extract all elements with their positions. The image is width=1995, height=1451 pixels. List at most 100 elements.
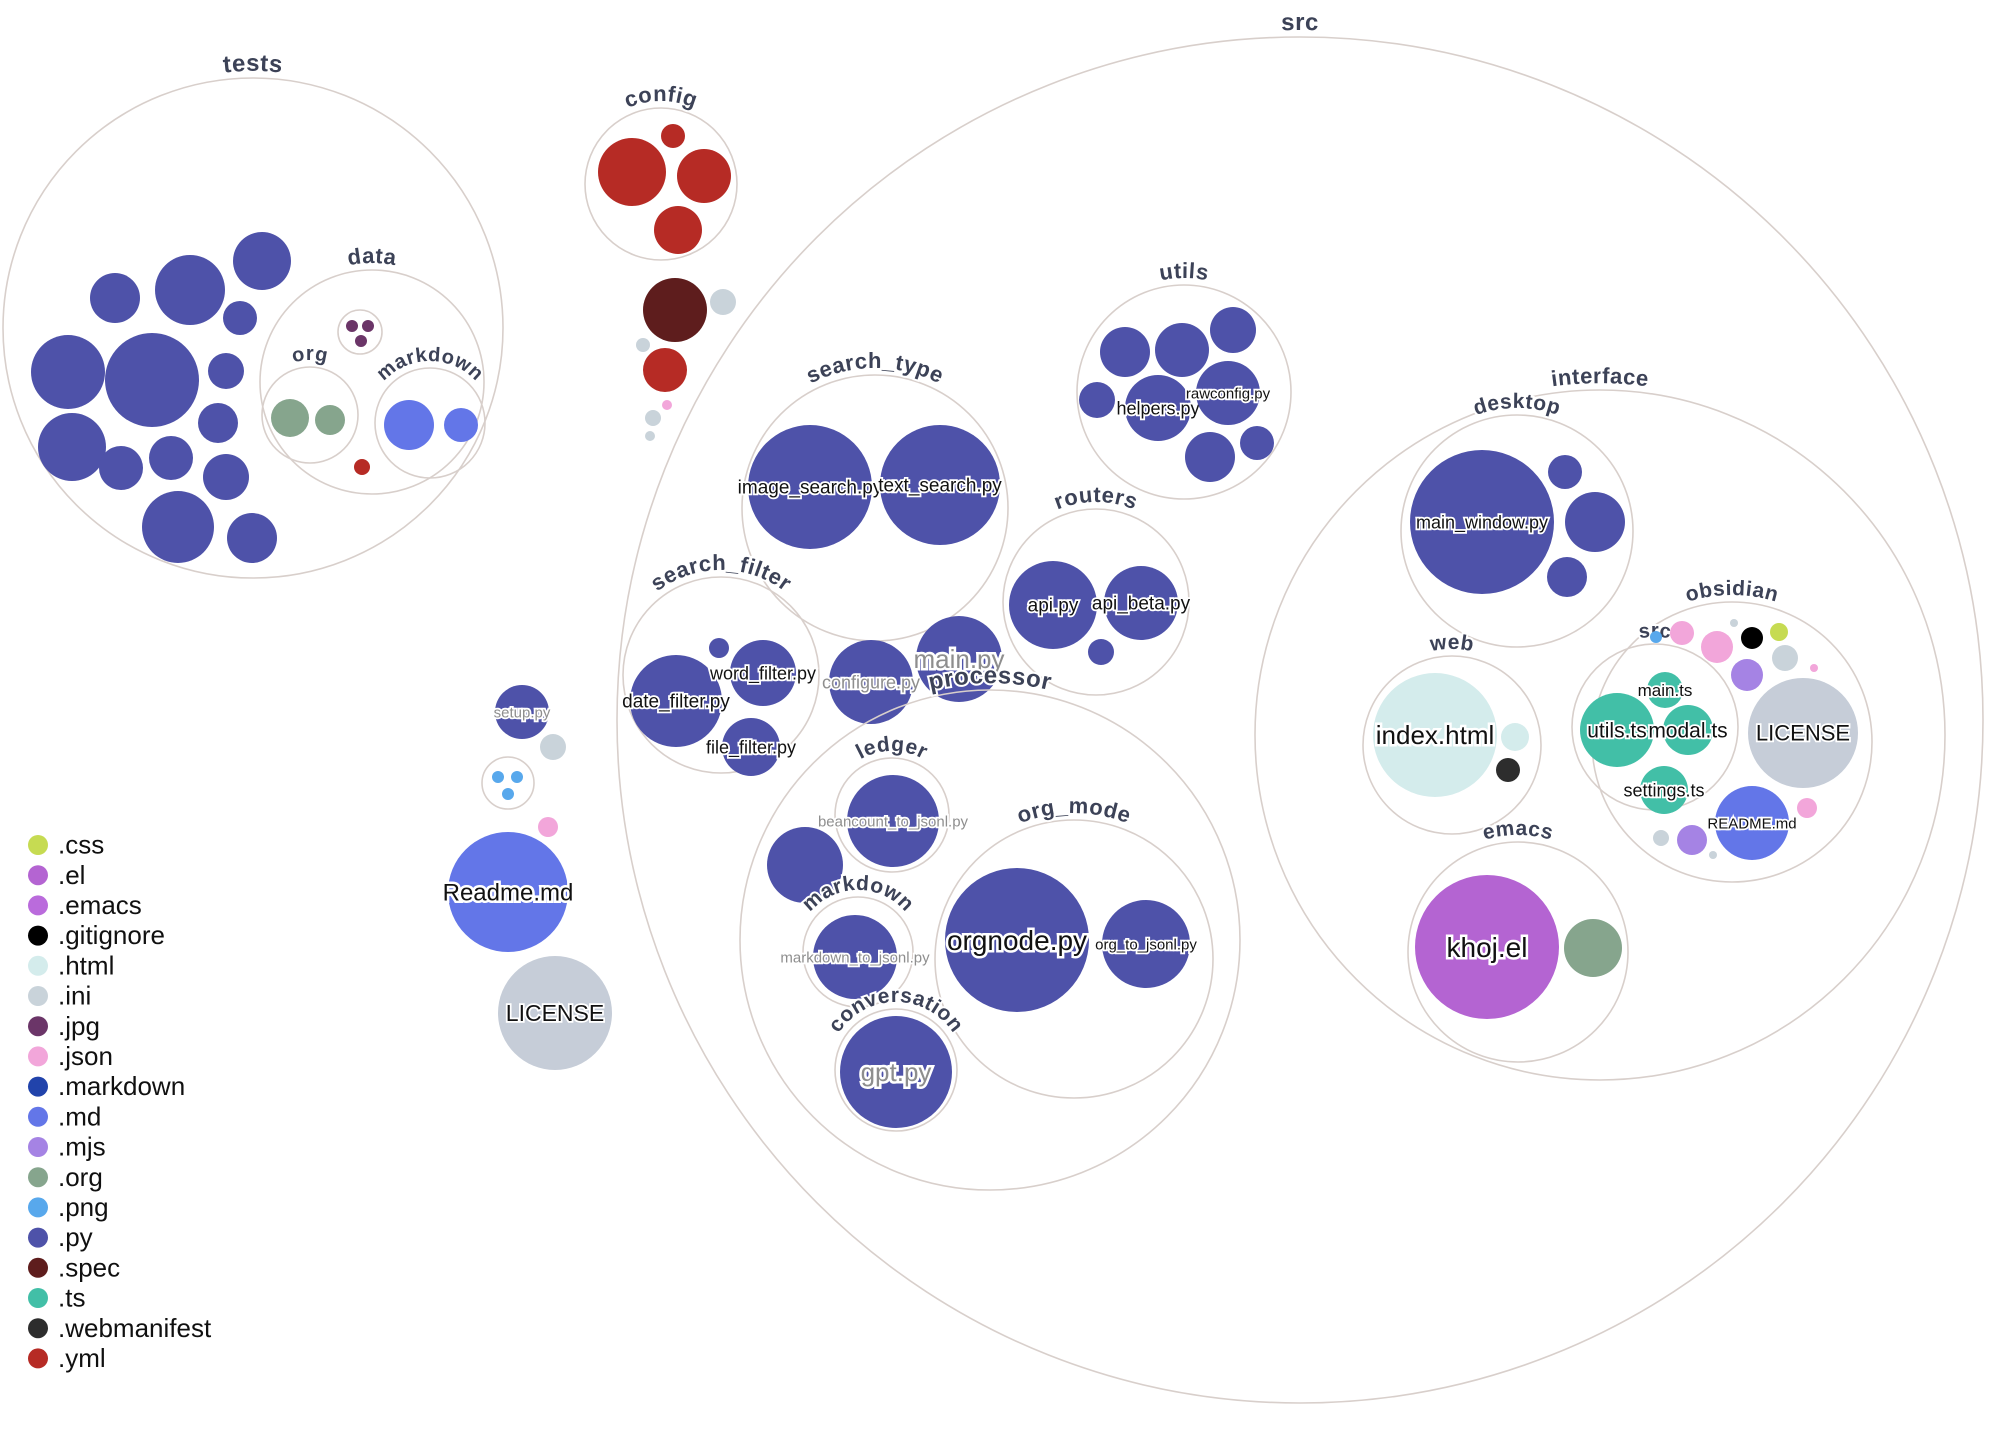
- file-circle-org_to_jsonl.py: [1102, 900, 1190, 988]
- legend-label-markdown: .markdown: [58, 1071, 185, 1101]
- legend-label-py: .py: [58, 1222, 93, 1252]
- legend-swatch-mjs: [28, 1137, 48, 1157]
- file-circle-py: [149, 436, 193, 480]
- file-label-date_filter.py: date_filter.py: [622, 692, 730, 713]
- dir-circle-processor: [739, 689, 1241, 1191]
- dir-circle-interface: [1254, 389, 1946, 1081]
- file-circle-mjs: [1731, 659, 1763, 691]
- file-label-api_beta.py: api_beta.py: [1092, 594, 1191, 615]
- file-label-markdown_to_jsonl.py: markdown_to_jsonl.py: [780, 949, 930, 966]
- file-circle-py: [90, 273, 140, 323]
- file-label-main.py: main.py: [913, 644, 1004, 674]
- file-circle-date_filter.py: [630, 655, 722, 747]
- file-label-settings.ts: settings.ts: [1623, 780, 1704, 800]
- file-label-file_filter.py: file_filter.py: [706, 737, 796, 758]
- legend-swatch-ts: [28, 1288, 48, 1308]
- file-circle-webmanifest: [1496, 758, 1520, 782]
- dir-label-processor: processor: [926, 662, 1054, 696]
- dir-label-src: src: [1281, 9, 1319, 36]
- file-label-setup.py: setup.py: [494, 704, 551, 721]
- file-circle-yml: [354, 459, 370, 475]
- file-label-word_filter.py: word_filter.py: [709, 663, 816, 684]
- file-circle-png: [502, 788, 514, 800]
- file-circle-configure.py: [829, 640, 913, 724]
- dir-label-search_type: search_type: [802, 348, 948, 388]
- file-circle-py: [142, 491, 214, 563]
- legend-swatch-jpg: [28, 1016, 48, 1037]
- legend-label-webmanifest: .webmanifest: [58, 1313, 212, 1343]
- dir-circle-conversation: [834, 1008, 958, 1132]
- file-circle-py: [99, 446, 143, 490]
- dir-circle-markdown: [374, 367, 486, 479]
- legend-label-el: .el: [58, 860, 85, 890]
- file-label-configure.py: configure.py: [822, 672, 920, 692]
- dir-label-org: org: [290, 343, 330, 367]
- file-circle-settings.ts: [1640, 766, 1688, 814]
- file-circle-py: [1155, 323, 1209, 377]
- file-circle-ini: [645, 431, 655, 441]
- legend-swatch-webmanifest: [28, 1318, 48, 1339]
- file-label-modal.ts: modal.ts: [1648, 719, 1727, 742]
- file-circle-py: [223, 301, 257, 335]
- dir-circle-search_filter: [622, 576, 820, 774]
- legend-swatch-css: [28, 835, 48, 855]
- legend-swatch-gitignore: [28, 925, 48, 946]
- file-circle-md: [444, 408, 478, 442]
- legend-label-html: .html: [58, 950, 114, 980]
- legend-swatch-png: [28, 1197, 48, 1218]
- file-circle-org: [1564, 919, 1622, 977]
- legend-label-jpg: .jpg: [58, 1011, 100, 1041]
- file-circle-yml: [643, 348, 687, 392]
- legend: .css.el.emacs.gitignore.html.ini.jpg.jso…: [28, 830, 212, 1373]
- file-circle-py: [1185, 432, 1235, 482]
- file-circle-json: [1797, 798, 1817, 818]
- legend-label-json: .json: [58, 1041, 113, 1071]
- dir-label-search_filter: search_filter: [646, 550, 797, 596]
- file-circle-jpg: [362, 320, 374, 332]
- dir-circle-routers: [1002, 508, 1190, 696]
- file-circle-ini: [636, 338, 650, 352]
- file-circle-css: [1770, 623, 1788, 641]
- dir-circle-assets: [481, 756, 535, 810]
- dir-circle-tests: [2, 77, 504, 579]
- file-label-api.py: api.py: [1028, 596, 1079, 617]
- legend-swatch-json: [28, 1046, 48, 1067]
- file-label-image_search.py: image_search.py: [738, 478, 883, 499]
- file-circle-main.py: [916, 616, 1002, 702]
- file-circle-rawconfig.py: [1196, 361, 1260, 425]
- file-circle-py: [1100, 327, 1150, 377]
- legend-label-mjs: .mjs: [58, 1132, 106, 1162]
- file-circle-yml: [661, 124, 685, 148]
- file-circle-word_filter.py: [730, 640, 796, 706]
- file-circle-md: [384, 400, 434, 450]
- dir-circle-org: [261, 366, 359, 464]
- dir-label-emacs: emacs: [1480, 817, 1556, 845]
- dir-label-web: web: [1428, 631, 1476, 656]
- file-circle-py: [709, 638, 729, 658]
- file-label-LICENSE: LICENSE: [1756, 721, 1850, 746]
- file-circle-html: [1501, 723, 1529, 751]
- dir-circle-web: [1362, 655, 1542, 835]
- dir-label-utils: utils: [1157, 258, 1210, 285]
- file-label-utils.ts: utils.ts: [1587, 719, 1647, 742]
- dir-label-ledger: ledger: [852, 733, 931, 764]
- file-circle-py: [233, 232, 291, 290]
- file-label-Readme.md: Readme.md: [443, 879, 574, 906]
- file-circle-setup.py: [495, 685, 549, 739]
- file-circle-py: [1088, 639, 1114, 665]
- file-label-beancount_to_jsonl.py: beancount_to_jsonl.py: [818, 813, 969, 830]
- file-circle-file_filter.py: [722, 718, 780, 776]
- legend-swatch-org: [28, 1167, 48, 1188]
- file-circle-py: [1548, 455, 1582, 489]
- file-circle-yml: [654, 206, 702, 254]
- file-circle-ini: [645, 410, 661, 426]
- dir-circle-emacs: [1407, 841, 1629, 1063]
- legend-label-ini: .ini: [58, 981, 91, 1011]
- file-circle-py: [208, 353, 244, 389]
- file-circle-modal.ts: [1663, 705, 1713, 755]
- dir-circle-desktop: [1400, 414, 1634, 648]
- file-circle-orgnode.py: [945, 868, 1089, 1012]
- file-circle-ini: [1653, 830, 1669, 846]
- file-circle-jpg: [355, 335, 367, 347]
